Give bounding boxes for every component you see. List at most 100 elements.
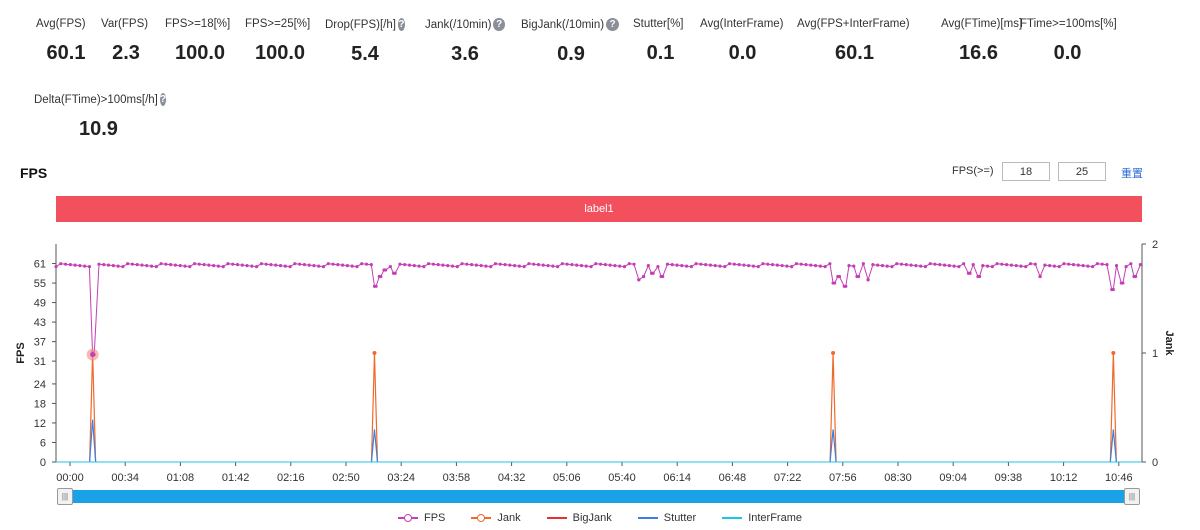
fps-point [1105,263,1109,267]
metric-label: Stutter[%] [633,18,688,30]
fps-point [102,263,106,267]
metric-label: FPS>=18[%] [165,18,235,30]
metric-10: Avg(FTime)[ms] 16.6 [941,18,1022,65]
fps-point [957,265,961,269]
x-tick-label: 03:58 [443,472,471,482]
fps-point [780,264,784,268]
fps-point [326,262,330,266]
zoom-slider-track[interactable] [60,490,1135,503]
fps-point [1111,287,1115,292]
legend-item-stutter[interactable]: Stutter [637,512,697,524]
fps-point [1100,262,1104,266]
fps-point [837,274,842,279]
legend-item-interframe[interactable]: InterFrame [722,512,802,524]
x-tick-label: 07:22 [774,472,802,482]
fps-threshold-high-input[interactable] [1058,162,1106,181]
metric-label-text: FPS>=25[%] [245,18,311,30]
fps-point [981,264,985,268]
fps-point [565,262,569,266]
legend-swatch-icon [546,517,567,519]
fps-point [584,264,588,268]
series-spike-jank [1109,352,1117,463]
x-tick-label: 00:34 [111,472,139,482]
fps-point [489,265,493,269]
fps-point [885,264,889,268]
legend-item-jank[interactable]: Jank [471,512,521,524]
y-left-tick-label: 37 [34,337,46,349]
fps-point [369,263,373,267]
metric-value: 0.0 [1053,42,1082,64]
zoom-slider-right-handle[interactable]: ||| [1124,488,1140,505]
fps-point [1095,262,1100,266]
legend-label: Stutter [663,512,697,524]
fps-point [336,263,340,267]
fps-point [799,262,803,266]
x-tick-label: 10:12 [1050,472,1078,482]
fps-point [317,264,321,268]
fps-point [1048,264,1052,268]
legend-swatch-icon [398,514,418,522]
y-right-tick-label: 0 [1152,457,1158,469]
x-tick-label: 08:30 [884,472,912,482]
x-tick-label: 02:16 [277,472,305,482]
y-left-tick-label: 31 [34,356,46,368]
fps-point [269,263,273,267]
metric-2: FPS>=18[%] 100.0 [165,18,235,65]
fps-point [1005,263,1009,267]
jank-point [372,351,377,355]
legend-item-bigjank[interactable]: BigJank [546,512,612,524]
fps-point [1124,265,1128,269]
fps-point [288,265,292,269]
metric-label-text: Avg(FPS+InterFrame) [797,18,910,30]
fps-threshold-low-input[interactable] [1002,162,1050,181]
fps-point [947,264,951,268]
fps-point [255,265,259,269]
fps-point [407,263,412,267]
y-left-tick-label: 49 [34,298,46,310]
fps-point [589,265,593,269]
legend-item-fps[interactable]: FPS [398,512,445,524]
reset-link[interactable]: 重置 [1121,168,1143,180]
metric-label: Avg(FPS) [36,18,96,30]
fps-point [68,263,72,267]
x-tick-label: 05:40 [608,472,636,482]
fps-point [116,264,120,268]
help-icon[interactable]: ? [493,18,505,31]
fps-point [942,263,947,267]
fps-point [126,262,130,266]
fps-point [971,263,975,267]
fps-point [403,263,407,267]
help-icon[interactable]: ? [606,18,620,31]
zoom-slider-left-handle[interactable]: ||| [57,488,73,505]
help-icon[interactable]: ? [159,93,166,106]
label-bar[interactable]: label1 [56,196,1142,222]
fps-point [977,274,982,279]
metric-value: 60.1 [46,42,86,64]
fps-point [1033,262,1037,266]
fps-point [575,263,579,267]
metric-5: Jank(/10min)? 3.6 [425,18,505,66]
metric-label: BigJank(/10min)? [521,18,621,31]
metric-label-text: Avg(InterFrame) [700,18,784,30]
metric-value: 0.0 [728,42,757,64]
fps-point [742,263,746,267]
y-left-tick-label: 18 [34,398,46,410]
fps-point [111,264,115,268]
fps-point [513,264,517,268]
fps-point [307,263,311,267]
chart-legend: FPS Jank BigJank Stutter InterFrame [0,512,1200,524]
fps-point [159,262,163,266]
fps-point [909,263,913,267]
fps-point [923,265,928,269]
fps-point [226,262,230,266]
fps-point [283,264,287,268]
fps-point [928,262,932,266]
fps-point [747,264,751,268]
fps-point [145,264,149,268]
metric-value: 5.4 [351,43,379,65]
fps-point [278,264,283,268]
fps-point [460,262,464,266]
help-icon[interactable]: ? [397,18,405,31]
fps-point [398,262,402,266]
